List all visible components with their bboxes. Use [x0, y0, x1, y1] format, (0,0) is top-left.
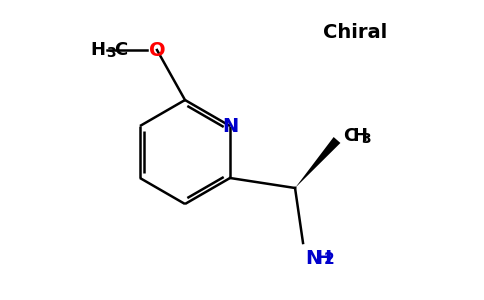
Text: C: C: [114, 41, 127, 59]
Text: H: H: [90, 41, 105, 59]
Text: 3: 3: [361, 132, 371, 146]
Text: 2: 2: [324, 252, 335, 267]
Text: N: N: [305, 249, 321, 268]
Text: 3: 3: [106, 46, 116, 60]
Text: N: N: [222, 116, 238, 136]
Text: Chiral: Chiral: [323, 22, 387, 41]
Text: C: C: [343, 127, 356, 145]
Text: H: H: [352, 127, 367, 145]
Polygon shape: [295, 137, 340, 188]
Text: H: H: [315, 249, 331, 268]
Text: O: O: [149, 40, 166, 59]
